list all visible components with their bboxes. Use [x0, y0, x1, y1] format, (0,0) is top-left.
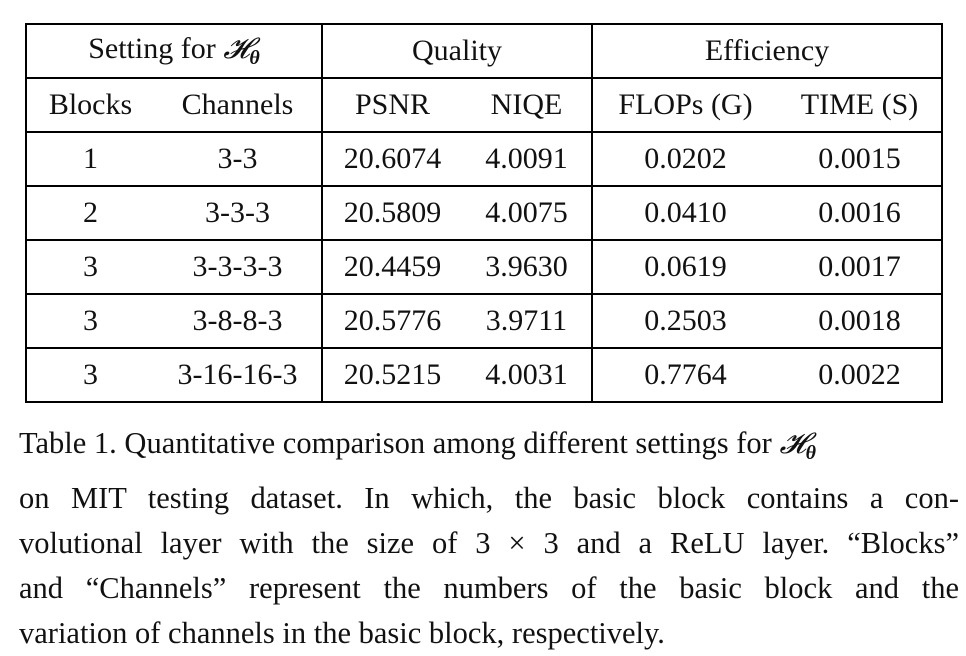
group-header-efficiency: Efficiency	[590, 23, 944, 79]
cell-psnr: 20.5809	[321, 185, 462, 241]
cell-time: 0.0017	[778, 239, 944, 295]
table-row: 2 3-3-3 20.5809 4.0075 0.0410 0.0016	[25, 185, 944, 241]
cell-time: 0.0015	[778, 131, 944, 187]
table-row: 1 3-3 20.6074 4.0091 0.0202 0.0015	[25, 131, 944, 187]
results-table: Setting for 𝓗θ Quality Efficiency Blocks…	[25, 23, 944, 403]
table-row: 3 3-16-16-3 20.5215 4.0031 0.7764 0.0022	[25, 347, 944, 403]
group-header-row: Setting for 𝓗θ Quality Efficiency	[25, 23, 944, 79]
cell-channels: 3-8-8-3	[154, 293, 323, 349]
group-header-quality: Quality	[321, 23, 593, 79]
cell-time: 0.0016	[778, 185, 944, 241]
table-row: 3 3-8-8-3 20.5776 3.9711 0.2503 0.0018	[25, 293, 944, 349]
cell-psnr: 20.5776	[321, 293, 462, 349]
cell-blocks: 3	[25, 347, 154, 403]
cell-channels: 3-3-3	[154, 185, 323, 241]
theta-subscript: θ	[805, 442, 817, 464]
cell-flops: 0.0202	[591, 131, 778, 187]
cell-niqe: 4.0075	[462, 185, 593, 241]
cell-flops: 0.0619	[591, 239, 778, 295]
cell-flops: 0.0410	[591, 185, 778, 241]
column-header-blocks: Blocks	[25, 77, 154, 133]
theta-subscript: θ	[249, 47, 260, 69]
cell-blocks: 1	[25, 131, 154, 187]
caption-line-1: Table 1. Quantitative comparison among d…	[19, 421, 959, 476]
caption-line-5: variation of channels in the basic block…	[19, 616, 665, 650]
cell-blocks: 2	[25, 185, 154, 241]
table-caption: Table 1. Quantitative comparison among d…	[19, 421, 959, 656]
caption-line-1-text: Table 1. Quantitative comparison among d…	[19, 426, 780, 460]
cell-blocks: 3	[25, 239, 154, 295]
cell-channels: 3-3	[154, 131, 323, 187]
cell-channels: 3-3-3-3	[154, 239, 323, 295]
column-header-time: TIME (S)	[778, 77, 944, 133]
column-header-channels: Channels	[154, 77, 323, 133]
cell-psnr: 20.5215	[321, 347, 462, 403]
h-theta-symbol: 𝓗	[223, 31, 250, 65]
cell-niqe: 4.0091	[462, 131, 593, 187]
cell-time: 0.0022	[778, 347, 944, 403]
setting-header-prefix: Setting for	[88, 32, 224, 65]
results-table-container: Setting for 𝓗θ Quality Efficiency Blocks…	[25, 23, 944, 403]
cell-flops: 0.2503	[591, 293, 778, 349]
table-row: 3 3-3-3-3 20.4459 3.9630 0.0619 0.0017	[25, 239, 944, 295]
cell-niqe: 3.9711	[462, 293, 593, 349]
cell-niqe: 3.9630	[462, 239, 593, 295]
h-theta-symbol: 𝓗	[779, 426, 806, 460]
column-header-niqe: NIQE	[462, 77, 593, 133]
cell-psnr: 20.6074	[321, 131, 462, 187]
cell-channels: 3-16-16-3	[154, 347, 323, 403]
column-header-psnr: PSNR	[321, 77, 462, 133]
cell-time: 0.0018	[778, 293, 944, 349]
caption-line-2: on MIT testing dataset. In which, the ba…	[19, 481, 959, 515]
cell-niqe: 4.0031	[462, 347, 593, 403]
group-header-setting: Setting for 𝓗θ	[25, 23, 323, 79]
column-header-flops: FLOPs (G)	[591, 77, 778, 133]
cell-blocks: 3	[25, 293, 154, 349]
cell-flops: 0.7764	[591, 347, 778, 403]
cell-psnr: 20.4459	[321, 239, 462, 295]
caption-line-3: volutional layer with the size of 3 × 3 …	[19, 526, 959, 560]
caption-line-4: and “Channels” represent the numbers of …	[19, 571, 959, 605]
column-header-row: Blocks Channels PSNR NIQE FLOPs (G) TIME…	[25, 77, 944, 133]
